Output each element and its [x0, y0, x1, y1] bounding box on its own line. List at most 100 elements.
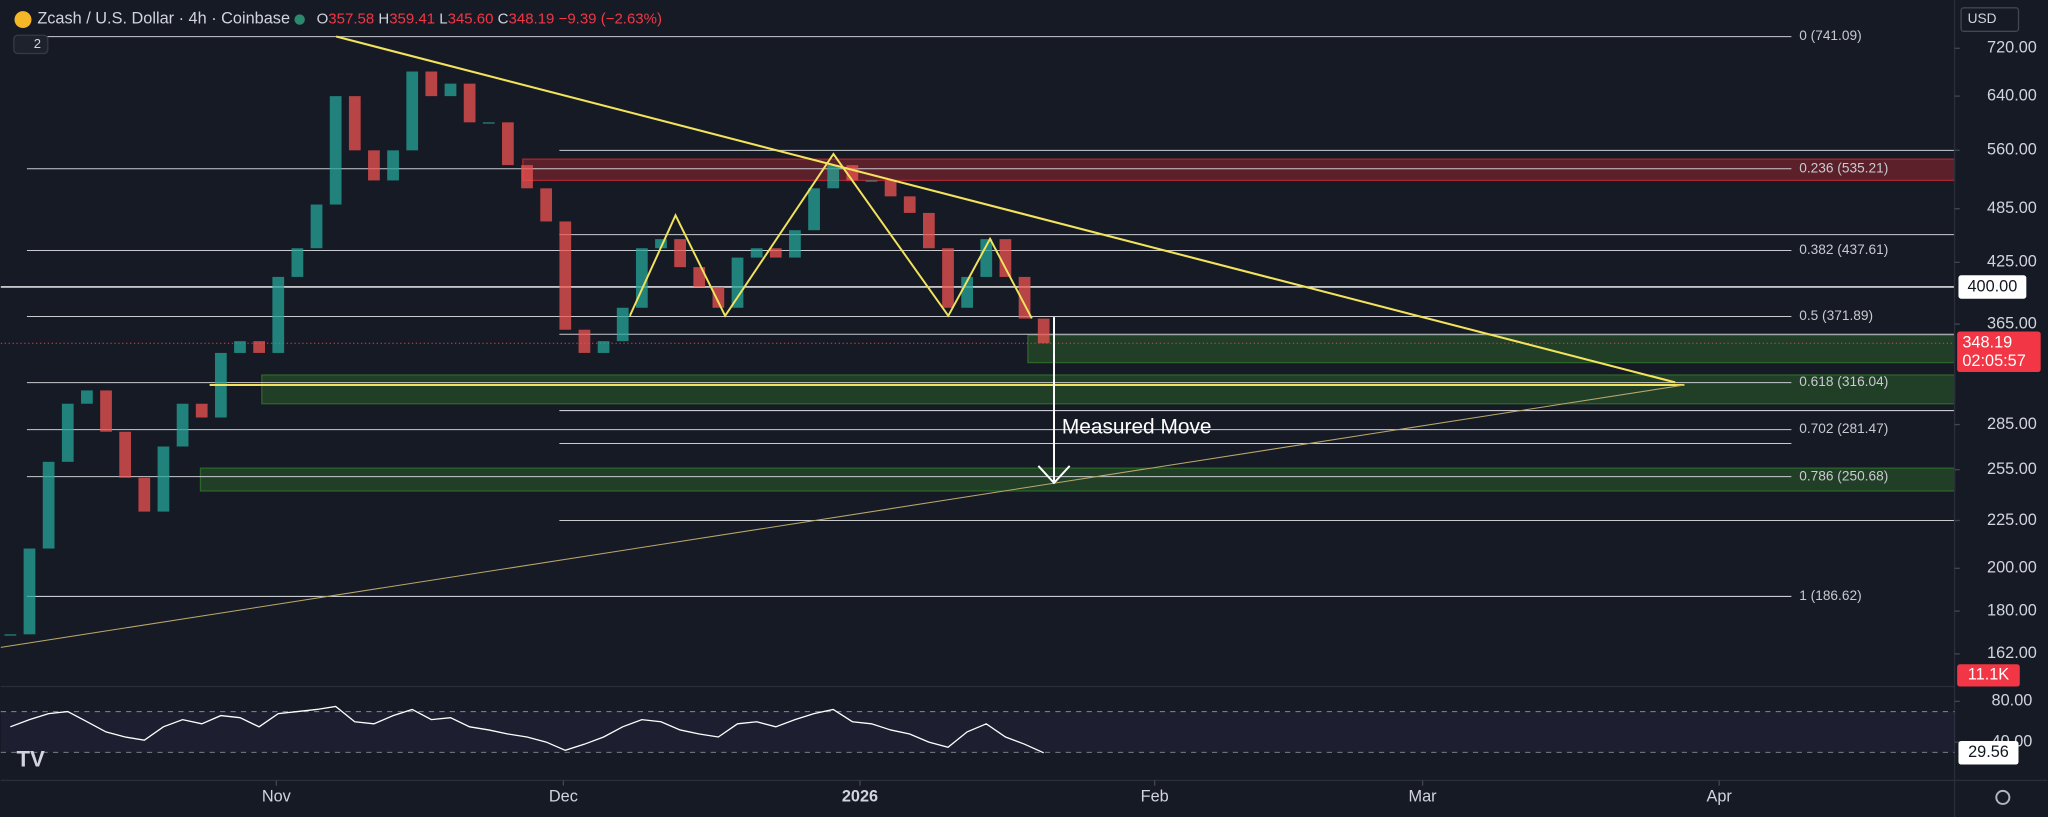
candle	[1018, 276, 1031, 319]
y-tick-label: 485.00	[1987, 199, 2037, 217]
candle	[387, 150, 399, 181]
candle	[712, 286, 725, 308]
candle	[789, 230, 801, 258]
candle	[42, 461, 55, 549]
candle	[463, 83, 476, 123]
zone	[1027, 334, 1956, 364]
candle	[693, 267, 706, 287]
candle	[980, 239, 993, 277]
marked-price: 400.00	[1967, 277, 2017, 295]
candle	[999, 239, 1012, 277]
change: −9.39 (−2.63%)	[559, 11, 662, 28]
candle	[234, 341, 246, 353]
levels: 0 (741.09) 0.236 (535.21) 0.382 (437.61) 0.…	[0, 28, 1955, 603]
candle	[4, 634, 17, 636]
x-tick-label: Nov	[262, 788, 292, 806]
y-tick-label: 225.00	[1987, 511, 2037, 529]
candle	[922, 212, 935, 249]
indicator-count[interactable]: 2	[34, 36, 41, 51]
candle	[750, 248, 763, 258]
y-tick-label: 720.00	[1987, 39, 2037, 57]
x-tick-label: Apr	[1706, 788, 1732, 806]
drawings: Measured Move	[0, 35, 1685, 648]
price-box	[1958, 275, 2027, 299]
candle	[482, 122, 495, 124]
candle	[425, 71, 438, 97]
candle	[884, 180, 897, 197]
candle	[310, 204, 323, 249]
candle	[521, 165, 533, 189]
candle	[291, 248, 304, 277]
y-tick-label: 640.00	[1987, 86, 2037, 104]
ohlc-value: 345.60	[448, 11, 494, 28]
rsi-line	[10, 705, 1044, 754]
ohlc-key: O	[317, 11, 329, 28]
ohlc-key: C	[498, 11, 509, 28]
candle	[827, 165, 840, 189]
volume-box	[1957, 664, 2020, 687]
x-tick-label: Feb	[1141, 788, 1169, 806]
candle	[329, 96, 342, 205]
rsi-last: 29.56	[1968, 743, 2009, 761]
candle	[808, 188, 820, 231]
candle	[272, 276, 285, 353]
rsi-tick-label: 80.00	[1992, 692, 2033, 710]
currency[interactable]: USD	[1968, 11, 1997, 26]
rsi-last-box	[1958, 741, 2019, 765]
status-dot	[294, 14, 305, 25]
candle	[157, 446, 170, 512]
fib-label: 0.5 (371.89)	[1799, 308, 1873, 323]
candle	[81, 390, 93, 404]
x-tick-label: Mar	[1409, 788, 1438, 806]
fib-label: 0.786 (250.68)	[1799, 468, 1888, 483]
candle	[119, 431, 132, 478]
candle	[502, 122, 514, 166]
ohlc-key: L	[439, 11, 447, 28]
zone	[522, 158, 1956, 182]
candle	[23, 548, 36, 635]
symbol: Zcash / U.S. Dollar · 4h · Coinbase	[37, 10, 290, 28]
candle	[253, 341, 265, 353]
y-tick-label: 255.00	[1987, 460, 2037, 478]
candle	[1037, 318, 1050, 344]
candle	[731, 257, 744, 308]
ohlc-value: 357.58	[328, 11, 374, 28]
countdown: 02:05:57	[1962, 352, 2025, 370]
candle	[942, 248, 954, 308]
candle	[635, 248, 648, 308]
trendline	[335, 35, 1676, 384]
candle	[616, 307, 629, 342]
last-price-box	[1957, 331, 2041, 372]
last-price: 348.19	[1962, 334, 2012, 352]
candle	[597, 341, 610, 353]
fib-label: 0.702 (281.47)	[1799, 421, 1888, 436]
settings-icon[interactable]	[1995, 789, 2011, 805]
candle	[655, 239, 667, 249]
y-tick-label: 560.00	[1987, 141, 2037, 159]
currency-button[interactable]	[1960, 7, 2020, 32]
candle	[348, 96, 361, 151]
y-tick-label: 365.00	[1987, 314, 2037, 332]
annotation: Measured Move	[1062, 416, 1212, 439]
zone	[261, 374, 1956, 405]
candle	[176, 403, 189, 447]
indicator-toggle[interactable]	[13, 34, 49, 55]
y-tick-label: 285.00	[1987, 415, 2037, 433]
candle	[903, 196, 916, 213]
arrow-head	[1037, 465, 1071, 485]
fib-label: 0.236 (535.21)	[1799, 160, 1888, 175]
candle	[769, 248, 782, 258]
candle	[578, 329, 591, 353]
fib-label: 0 (741.09)	[1799, 28, 1861, 43]
y-tick-label: 162.00	[1987, 644, 2037, 662]
candle	[195, 403, 208, 418]
candle	[559, 221, 572, 330]
volume-label: 11.1K	[1968, 666, 2010, 684]
candle	[368, 150, 380, 181]
x-tick-label: Dec	[549, 788, 578, 806]
ohlc-value: 359.41	[389, 11, 435, 28]
